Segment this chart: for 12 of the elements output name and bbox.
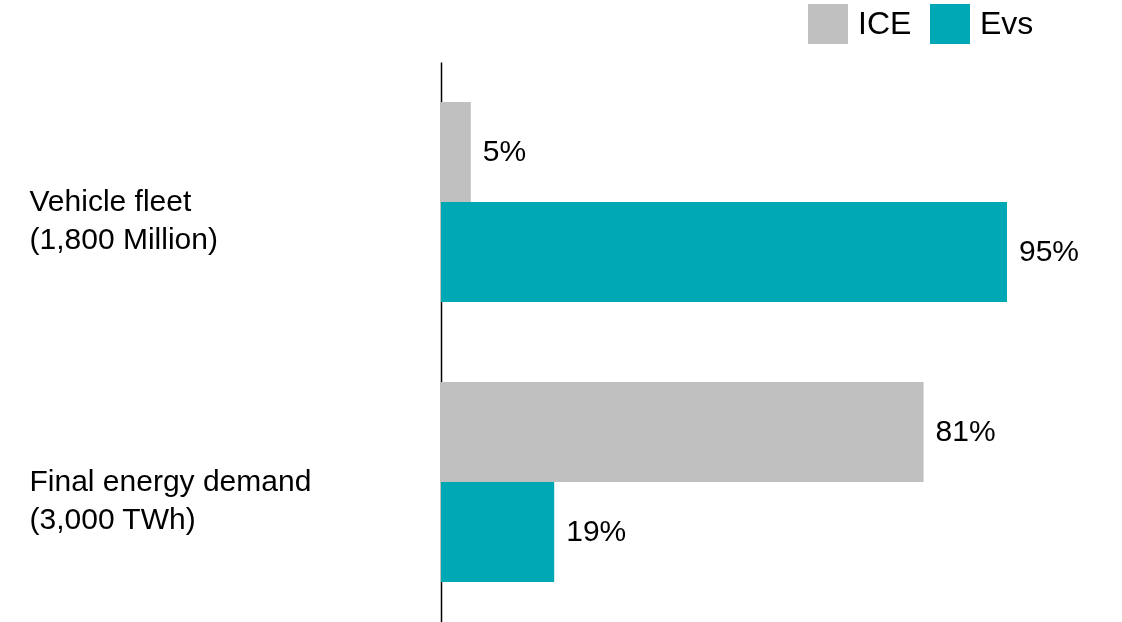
y-tick-label: Final energy demand (3,000 TWh) [29, 464, 312, 535]
legend-label: Evs [980, 5, 1034, 41]
data-label: 81% [935, 414, 996, 448]
y-tick-label: Vehicle fleet (1,800 Million) [29, 184, 218, 255]
data-label: 5% [482, 134, 527, 168]
data-label: 95% [1019, 233, 1080, 267]
bar [441, 481, 555, 582]
legend-label: ICE [858, 5, 912, 41]
bar [441, 382, 924, 483]
bar [441, 201, 1007, 302]
data-label: 19% [566, 513, 627, 547]
bar [441, 102, 471, 203]
